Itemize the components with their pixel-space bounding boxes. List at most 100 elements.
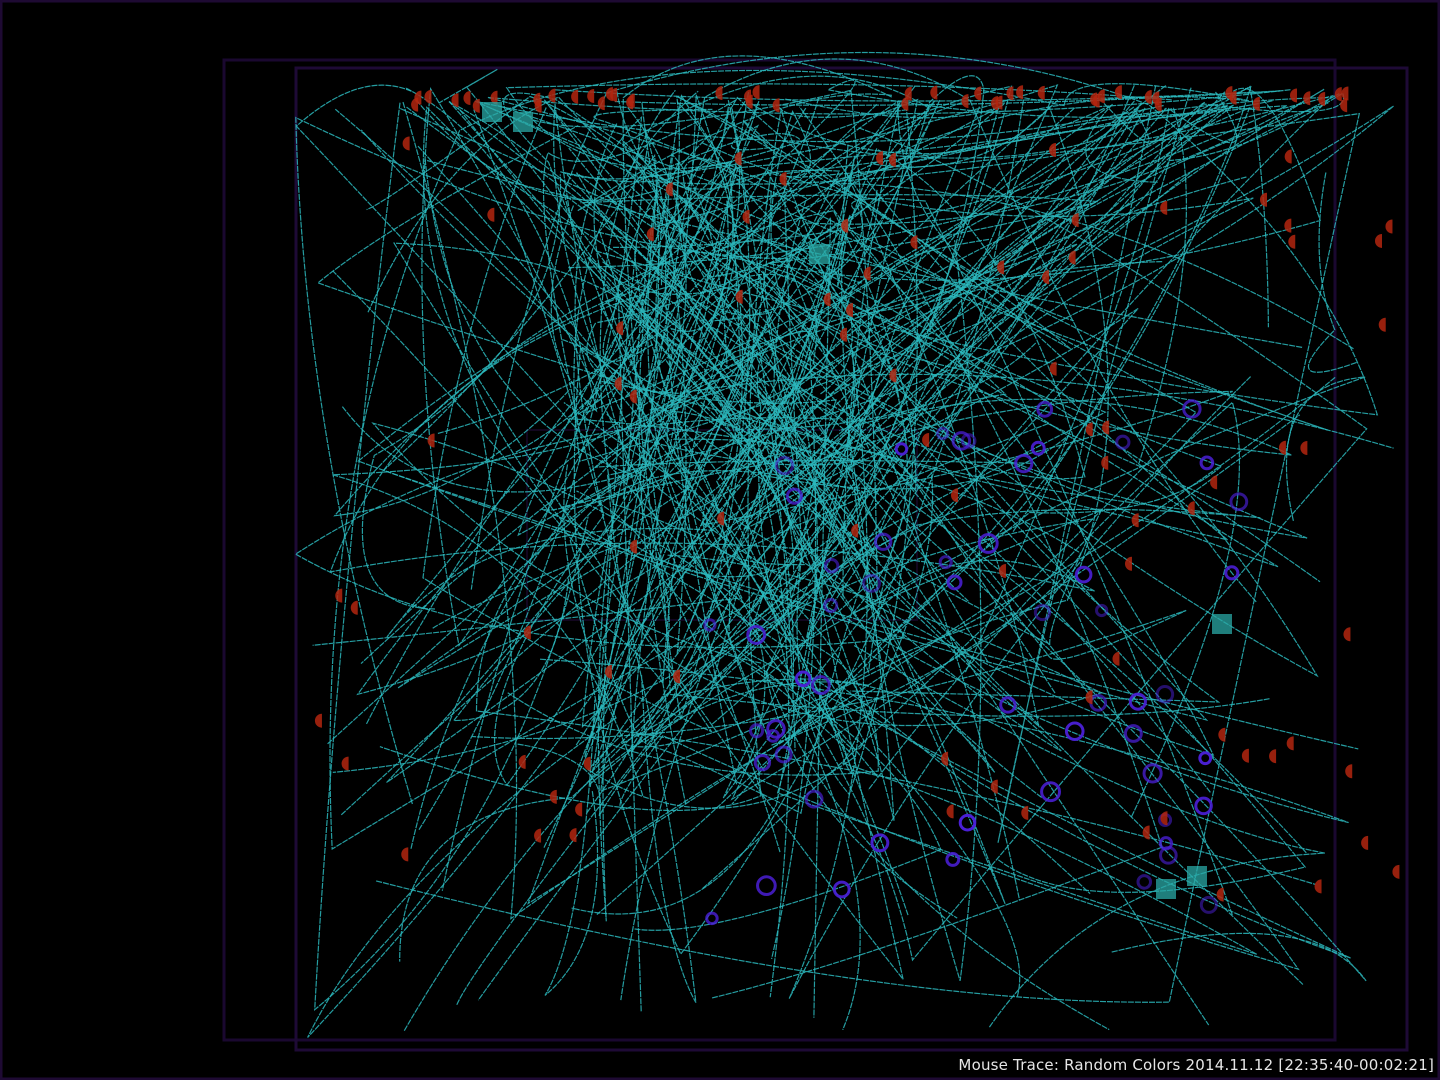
click-marker <box>1288 234 1296 249</box>
trace-line <box>402 101 876 920</box>
trace-line <box>596 434 1070 916</box>
trace-line <box>602 261 1211 793</box>
trace-line <box>678 270 1006 773</box>
trace-line <box>448 101 839 379</box>
stop-marker <box>1199 455 1215 471</box>
click-marker <box>998 564 1006 579</box>
click-marker <box>1160 811 1168 826</box>
click-marker <box>901 96 909 111</box>
trace-line <box>295 116 989 805</box>
click-marker <box>604 664 612 679</box>
stop-marker <box>946 574 963 591</box>
trace-line <box>599 231 1270 717</box>
click-marker <box>401 847 409 862</box>
trace-line <box>294 99 906 649</box>
click-marker <box>1361 835 1369 850</box>
stop-marker <box>1115 434 1131 450</box>
stop-marker <box>1136 874 1153 890</box>
trace-line <box>731 255 1223 805</box>
trace-line <box>473 109 697 1003</box>
trace-line <box>573 84 1167 956</box>
stop-marker <box>951 431 972 451</box>
trace-line <box>708 148 1086 697</box>
trace-line <box>584 102 1228 414</box>
stop-markers <box>703 399 1249 926</box>
square-marker <box>482 102 502 122</box>
click-marker <box>1374 233 1382 248</box>
stop-marker <box>746 625 767 645</box>
stop-marker <box>1198 751 1213 766</box>
trace-line <box>379 108 1007 811</box>
click-marker <box>575 802 583 817</box>
trace-line <box>599 89 1021 997</box>
stop-marker <box>1194 796 1213 816</box>
trace-line <box>532 89 878 598</box>
stop-marker <box>823 598 839 614</box>
click-marker <box>1187 501 1195 516</box>
click-marker <box>451 93 459 108</box>
trace-line <box>765 308 1257 955</box>
click-marker <box>904 86 912 101</box>
stop-marker <box>1040 781 1062 803</box>
trace-line <box>576 490 1104 727</box>
click-marker <box>1284 149 1292 164</box>
trace-line <box>404 87 598 413</box>
trace-line <box>638 160 772 805</box>
click-marker <box>605 87 613 102</box>
click-marker <box>1284 218 1292 233</box>
stop-marker <box>785 487 803 505</box>
trace-line <box>517 93 1340 537</box>
click-marker <box>1037 85 1045 100</box>
click-marker <box>1392 864 1400 879</box>
stop-marker <box>756 875 777 897</box>
trace-line <box>711 85 1269 725</box>
trace-line <box>361 174 562 610</box>
stop-marker <box>705 911 719 926</box>
click-marker <box>1252 96 1260 111</box>
click-marker <box>1006 86 1014 101</box>
click-marker <box>863 266 871 281</box>
trace-line <box>560 134 794 1001</box>
click-marker <box>930 85 938 100</box>
click-marker <box>845 303 853 318</box>
trace-line <box>575 99 941 746</box>
trace-line <box>553 103 765 772</box>
click-marker <box>1048 143 1056 158</box>
trace-line <box>580 194 1233 527</box>
trace-line <box>669 199 749 434</box>
click-marker <box>946 804 954 819</box>
click-marker <box>950 488 958 503</box>
trace-line <box>587 257 1367 982</box>
trace-line <box>441 96 1328 891</box>
click-marker <box>997 260 1005 275</box>
click-marker <box>1303 91 1311 106</box>
stop-marker <box>1159 846 1178 865</box>
trace-line <box>577 93 892 212</box>
trace-line <box>573 90 1394 612</box>
stop-marker <box>794 670 812 688</box>
trace-line <box>584 92 796 758</box>
trace-line <box>417 145 865 751</box>
click-marker <box>424 89 432 104</box>
trace-line <box>589 58 972 788</box>
trace-line <box>587 518 1094 809</box>
trace-line <box>295 84 879 778</box>
click-marker <box>534 828 542 843</box>
trace-line <box>405 92 1279 742</box>
click-marker <box>402 136 410 151</box>
stop-marker <box>1014 453 1034 474</box>
trace-line <box>332 392 692 796</box>
square-marker <box>1187 866 1207 886</box>
click-marker <box>427 433 435 448</box>
stop-marker <box>862 573 882 593</box>
stop-marker <box>766 719 786 739</box>
trace-line <box>539 107 1349 824</box>
click-marker <box>487 207 495 222</box>
click-marker <box>1101 455 1109 470</box>
trace-line <box>622 55 893 720</box>
trace-line <box>747 342 1037 998</box>
trace-line <box>788 238 1252 999</box>
click-marker <box>991 96 999 111</box>
click-marker <box>715 86 723 101</box>
click-marker <box>616 321 624 336</box>
